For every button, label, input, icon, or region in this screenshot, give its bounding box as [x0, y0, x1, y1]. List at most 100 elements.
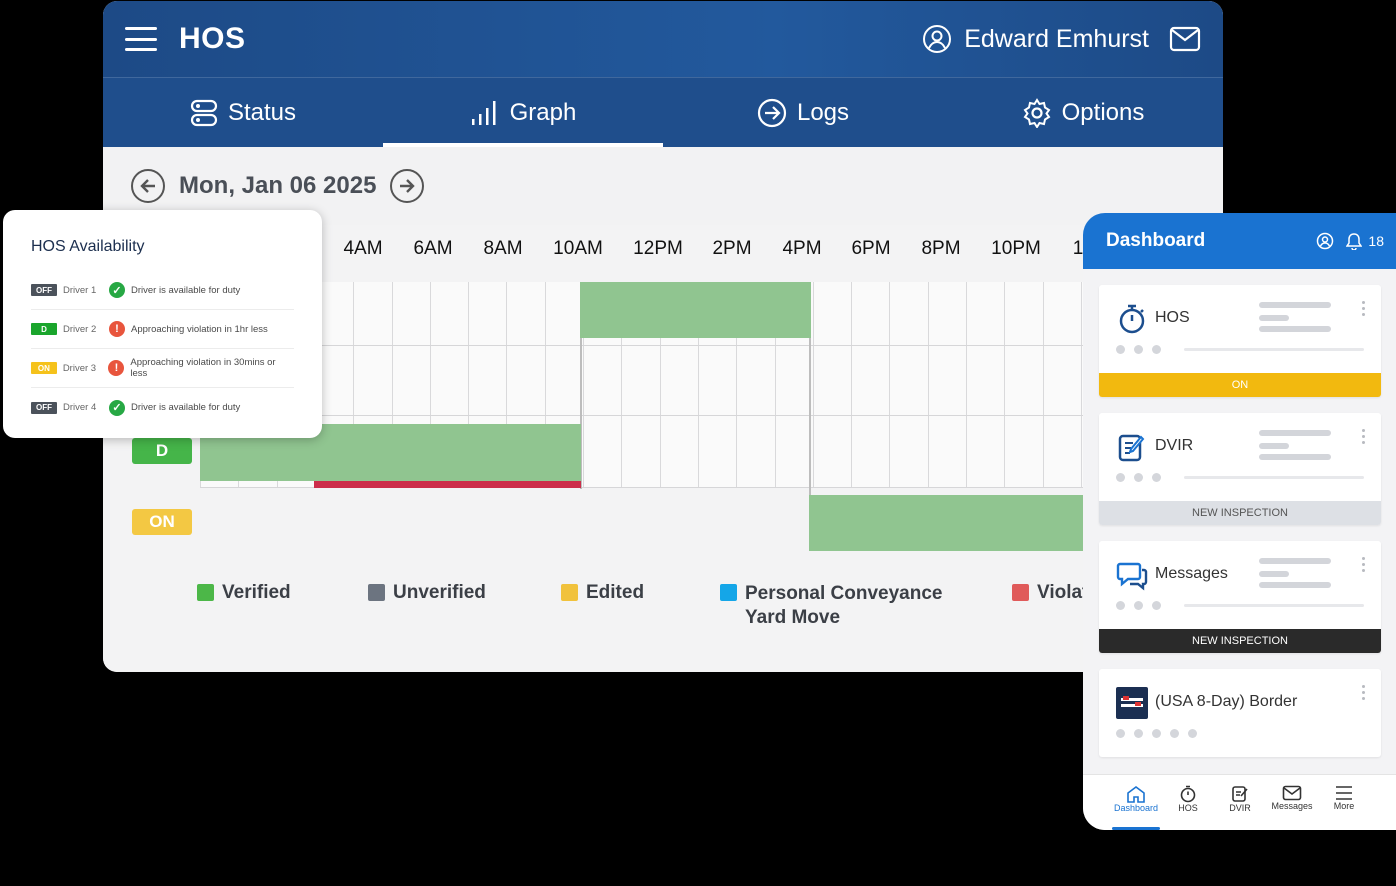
card-label: DVIR [1155, 437, 1194, 454]
edit-document-icon [1118, 434, 1145, 462]
availability-message: Approaching violation in 1hr less [131, 323, 268, 335]
chat-icon [1116, 562, 1148, 591]
dashboard-card-dvir[interactable]: DVIR NEW INSPECTION [1099, 413, 1381, 525]
mail-icon[interactable] [1169, 26, 1201, 52]
stopwatch-icon [1119, 304, 1145, 334]
user-icon[interactable] [922, 24, 952, 54]
alert-icon: ! [109, 321, 125, 337]
availability-message: Driver is available for duty [131, 402, 241, 413]
grid-column-line [583, 282, 584, 488]
grid-column-line [1042, 282, 1044, 488]
nav-dashboard[interactable]: Dashboard [1110, 775, 1162, 830]
dashboard-card-hos[interactable]: HOS ON [1099, 285, 1381, 397]
tab-options-label: Options [1061, 98, 1145, 126]
grid-column-line [659, 282, 661, 488]
tab-options[interactable]: Options [943, 78, 1223, 147]
grid-column-line [812, 282, 814, 488]
legend-label: Violat [1037, 582, 1089, 603]
notifications[interactable]: 18 [1346, 232, 1384, 250]
status-icon [190, 99, 218, 126]
row-badge-on-duty: ON [132, 509, 192, 535]
availability-row[interactable]: D Driver 2 ! Approaching violation in 1h… [31, 310, 294, 349]
nav-messages[interactable]: Messages [1266, 775, 1318, 830]
skeleton-dot [1116, 473, 1125, 482]
grid-column-line [353, 282, 355, 488]
hour-label: 4AM [343, 238, 383, 259]
availability-row[interactable]: OFF Driver 4 ✓ Driver is available for d… [31, 388, 294, 427]
hos-availability-card: HOS Availability OFF Driver 1 ✓ Driver i… [3, 210, 322, 438]
header-actions: 18 [1316, 232, 1384, 250]
availability-row[interactable]: ON Driver 3 ! Approaching violation in 3… [31, 349, 294, 388]
hour-label: 10AM [553, 238, 603, 259]
top-bar: HOS Edward Emhurst [103, 1, 1223, 77]
graph-legend: Verified Unverified Edited Personal Conv… [103, 582, 1223, 642]
next-day-button[interactable] [390, 169, 425, 203]
tab-graph[interactable]: Graph [383, 78, 663, 147]
hour-label: 1 [1072, 238, 1084, 259]
nav-hos[interactable]: HOS [1162, 775, 1214, 830]
logs-icon [757, 98, 787, 127]
availability-row[interactable]: OFF Driver 1 ✓ Driver is available for d… [31, 271, 294, 310]
home-icon [1127, 786, 1145, 803]
app-title: HOS [179, 22, 246, 55]
grid-column-line [1080, 282, 1082, 488]
driver-name: Driver 2 [63, 323, 97, 335]
flag-icon [1116, 687, 1148, 719]
date-navigator: Mon, Jan 06 2025 [103, 147, 1223, 225]
tab-status-label: Status [227, 98, 297, 126]
grid-column-line [506, 282, 508, 488]
nav-label: Messages [1271, 801, 1313, 811]
skeleton-dot [1134, 473, 1143, 482]
grid-column-line [544, 282, 546, 488]
user-name[interactable]: Edward Emhurst [964, 24, 1149, 53]
grid-column-line [966, 282, 967, 488]
dashboard-title: Dashboard [1106, 230, 1206, 251]
dashboard-card-messages[interactable]: Messages NEW INSPECTION [1099, 541, 1381, 653]
more-vert-icon[interactable] [1362, 685, 1365, 703]
skeleton-dot [1116, 601, 1125, 610]
tab-status[interactable]: Status [103, 78, 383, 147]
skeleton-line [1259, 315, 1289, 321]
availability-message: Approaching violation in 30mins or less [130, 357, 276, 379]
skeleton-dot [1134, 601, 1143, 610]
grid-column-line [736, 282, 738, 488]
nav-dvir[interactable]: DVIR [1214, 775, 1266, 830]
nav-more[interactable]: More [1318, 775, 1370, 830]
graph-step-line [580, 337, 582, 489]
legend-label: Unverified [393, 582, 486, 603]
status-chip: D [31, 323, 57, 335]
notification-count: 18 [1368, 233, 1384, 249]
alert-icon: ! [108, 360, 125, 376]
card-status-bar[interactable]: ON [1099, 373, 1381, 397]
skeleton-line [1184, 348, 1364, 351]
legend-violation: Violat [1012, 582, 1088, 604]
skeleton-dot [1152, 601, 1161, 610]
hour-label: 2PM [712, 238, 752, 259]
legend-edited: Edited [561, 582, 644, 604]
nav-label: DVIR [1229, 803, 1251, 813]
previous-day-button[interactable] [131, 169, 165, 203]
user-icon[interactable] [1316, 232, 1334, 250]
check-icon: ✓ [109, 399, 125, 416]
new-inspection-button[interactable]: NEW INSPECTION [1099, 501, 1381, 525]
menu-icon[interactable] [125, 27, 157, 51]
grid-column-line [927, 282, 929, 488]
tab-logs-label: Logs [796, 98, 850, 126]
arrow-right-icon [400, 179, 416, 193]
tab-bar: Status Graph Logs Options [103, 77, 1223, 147]
skeleton-dot [1116, 345, 1125, 354]
skeleton-line [1259, 571, 1289, 577]
more-vert-icon[interactable] [1362, 301, 1365, 319]
more-vert-icon[interactable] [1362, 429, 1365, 447]
new-inspection-button[interactable]: NEW INSPECTION [1099, 629, 1381, 653]
graph-violation-marker[interactable] [314, 481, 581, 488]
graph-icon [471, 100, 496, 125]
dashboard-card-border[interactable]: (USA 8-Day) Border [1099, 669, 1381, 757]
legend-swatch [561, 584, 578, 601]
more-vert-icon[interactable] [1362, 557, 1365, 575]
bottom-navigation: Dashboard HOS DVIR Messages More [1083, 774, 1396, 830]
legend-label: Personal Conveyance Yard Move [745, 582, 942, 630]
graph-segment-sleeper[interactable] [580, 282, 811, 338]
skeleton-dot [1134, 729, 1143, 738]
tab-logs[interactable]: Logs [663, 78, 943, 147]
